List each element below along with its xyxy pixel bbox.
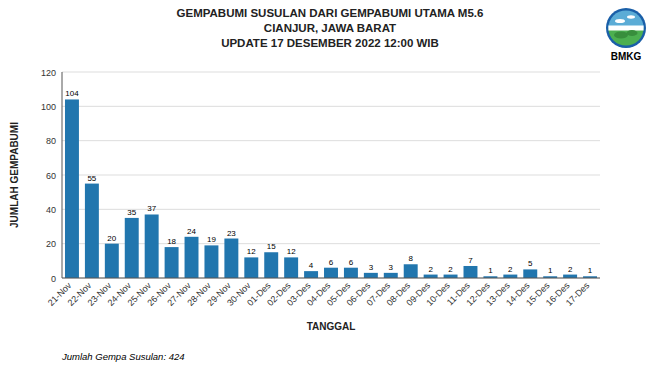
grid: [62, 72, 600, 278]
logo-hill: [627, 30, 638, 36]
bar: [204, 245, 218, 278]
y-axis-label: JUMLAH GEMPABUMI: [9, 122, 20, 228]
data-label: 5: [528, 259, 533, 268]
logo-cloud: [615, 19, 625, 23]
logo-land: [608, 28, 643, 46]
data-label: 55: [87, 174, 96, 183]
y-axis: [62, 72, 63, 278]
data-label: 6: [329, 258, 334, 267]
bar: [503, 275, 517, 278]
y-tick-label: 20: [46, 239, 56, 249]
data-label: 19: [207, 235, 216, 244]
bar: [264, 252, 278, 278]
bar: [165, 247, 179, 278]
y-tick-label: 60: [46, 171, 56, 181]
bar: [65, 99, 79, 278]
title: CIANJUR, JAWA BARAT: [264, 22, 396, 34]
data-label: 2: [568, 265, 573, 274]
grid-line: [62, 72, 600, 73]
data-label: 8: [408, 254, 413, 263]
logo-text: BMKG: [611, 51, 642, 62]
bar: [324, 268, 338, 278]
logo-band: [608, 26, 643, 31]
logo-cloud: [627, 15, 635, 18]
logo-sky: [608, 10, 643, 28]
bar: [105, 244, 119, 278]
bar: [444, 275, 458, 278]
logo-ring: [606, 8, 646, 48]
data-label: 37: [147, 204, 156, 213]
data-label: 2: [508, 265, 513, 274]
data-label: 1: [548, 266, 553, 275]
grid-line: [62, 140, 600, 141]
data-label: 3: [369, 263, 374, 272]
data-label: 12: [247, 247, 256, 256]
bar: [284, 257, 298, 278]
bar: [424, 275, 438, 278]
y-tick-label: 40: [46, 205, 56, 215]
bar: [563, 275, 577, 278]
grid-line: [62, 106, 600, 107]
title: GEMPABUMI SUSULAN DARI GEMPABUMI UTAMA M…: [177, 7, 484, 19]
y-tick-label: 120: [41, 68, 56, 78]
bar: [145, 214, 159, 278]
data-label: 12: [287, 247, 296, 256]
data-label: 1: [588, 266, 593, 275]
data-label: 2: [448, 265, 453, 274]
y-tick-label: 100: [41, 102, 56, 112]
data-label: 23: [227, 229, 236, 238]
bar: [125, 218, 139, 278]
bar: [364, 273, 378, 278]
data-label: 35: [127, 208, 136, 217]
x-tick-label: 17-Des: [564, 280, 592, 308]
data-label: 20: [107, 234, 116, 243]
y-tick-label: 0: [51, 274, 56, 284]
bar: [344, 268, 358, 278]
bars: [65, 99, 597, 278]
chart: GEMPABUMI SUSULAN DARI GEMPABUMI UTAMA M…: [0, 0, 665, 374]
data-label: 18: [167, 237, 176, 246]
data-label: 7: [468, 256, 473, 265]
bar: [523, 269, 537, 278]
title: UPDATE 17 DESEMBER 2022 12:00 WIB: [221, 37, 439, 49]
bar: [85, 184, 99, 278]
data-label: 1: [488, 266, 493, 275]
logo: BMKG: [606, 8, 646, 62]
grid-line: [62, 278, 600, 279]
data-label: 15: [267, 242, 276, 251]
data-label: 4: [309, 261, 314, 270]
bar: [304, 271, 318, 278]
data-label: 24: [187, 227, 196, 236]
x-axis-label: TANGGAL: [307, 321, 356, 332]
data-label: 3: [389, 263, 394, 272]
data-label: 6: [349, 258, 354, 267]
footnote: Jumlah Gempa Susulan: 424: [61, 351, 185, 362]
grid-line: [62, 175, 600, 176]
x-axis: [62, 278, 600, 279]
data-label: 104: [65, 89, 79, 98]
chart-container: GEMPABUMI SUSULAN DARI GEMPABUMI UTAMA M…: [0, 0, 665, 374]
y-tick-label: 80: [46, 136, 56, 146]
bar: [404, 264, 418, 278]
bar: [464, 266, 478, 278]
bar: [185, 237, 199, 278]
bar: [384, 273, 398, 278]
bar: [224, 239, 238, 278]
grid-line: [62, 209, 600, 210]
data-label: 2: [428, 265, 433, 274]
grid-line: [62, 243, 600, 244]
bar: [244, 257, 258, 278]
logo-hill: [614, 32, 628, 39]
